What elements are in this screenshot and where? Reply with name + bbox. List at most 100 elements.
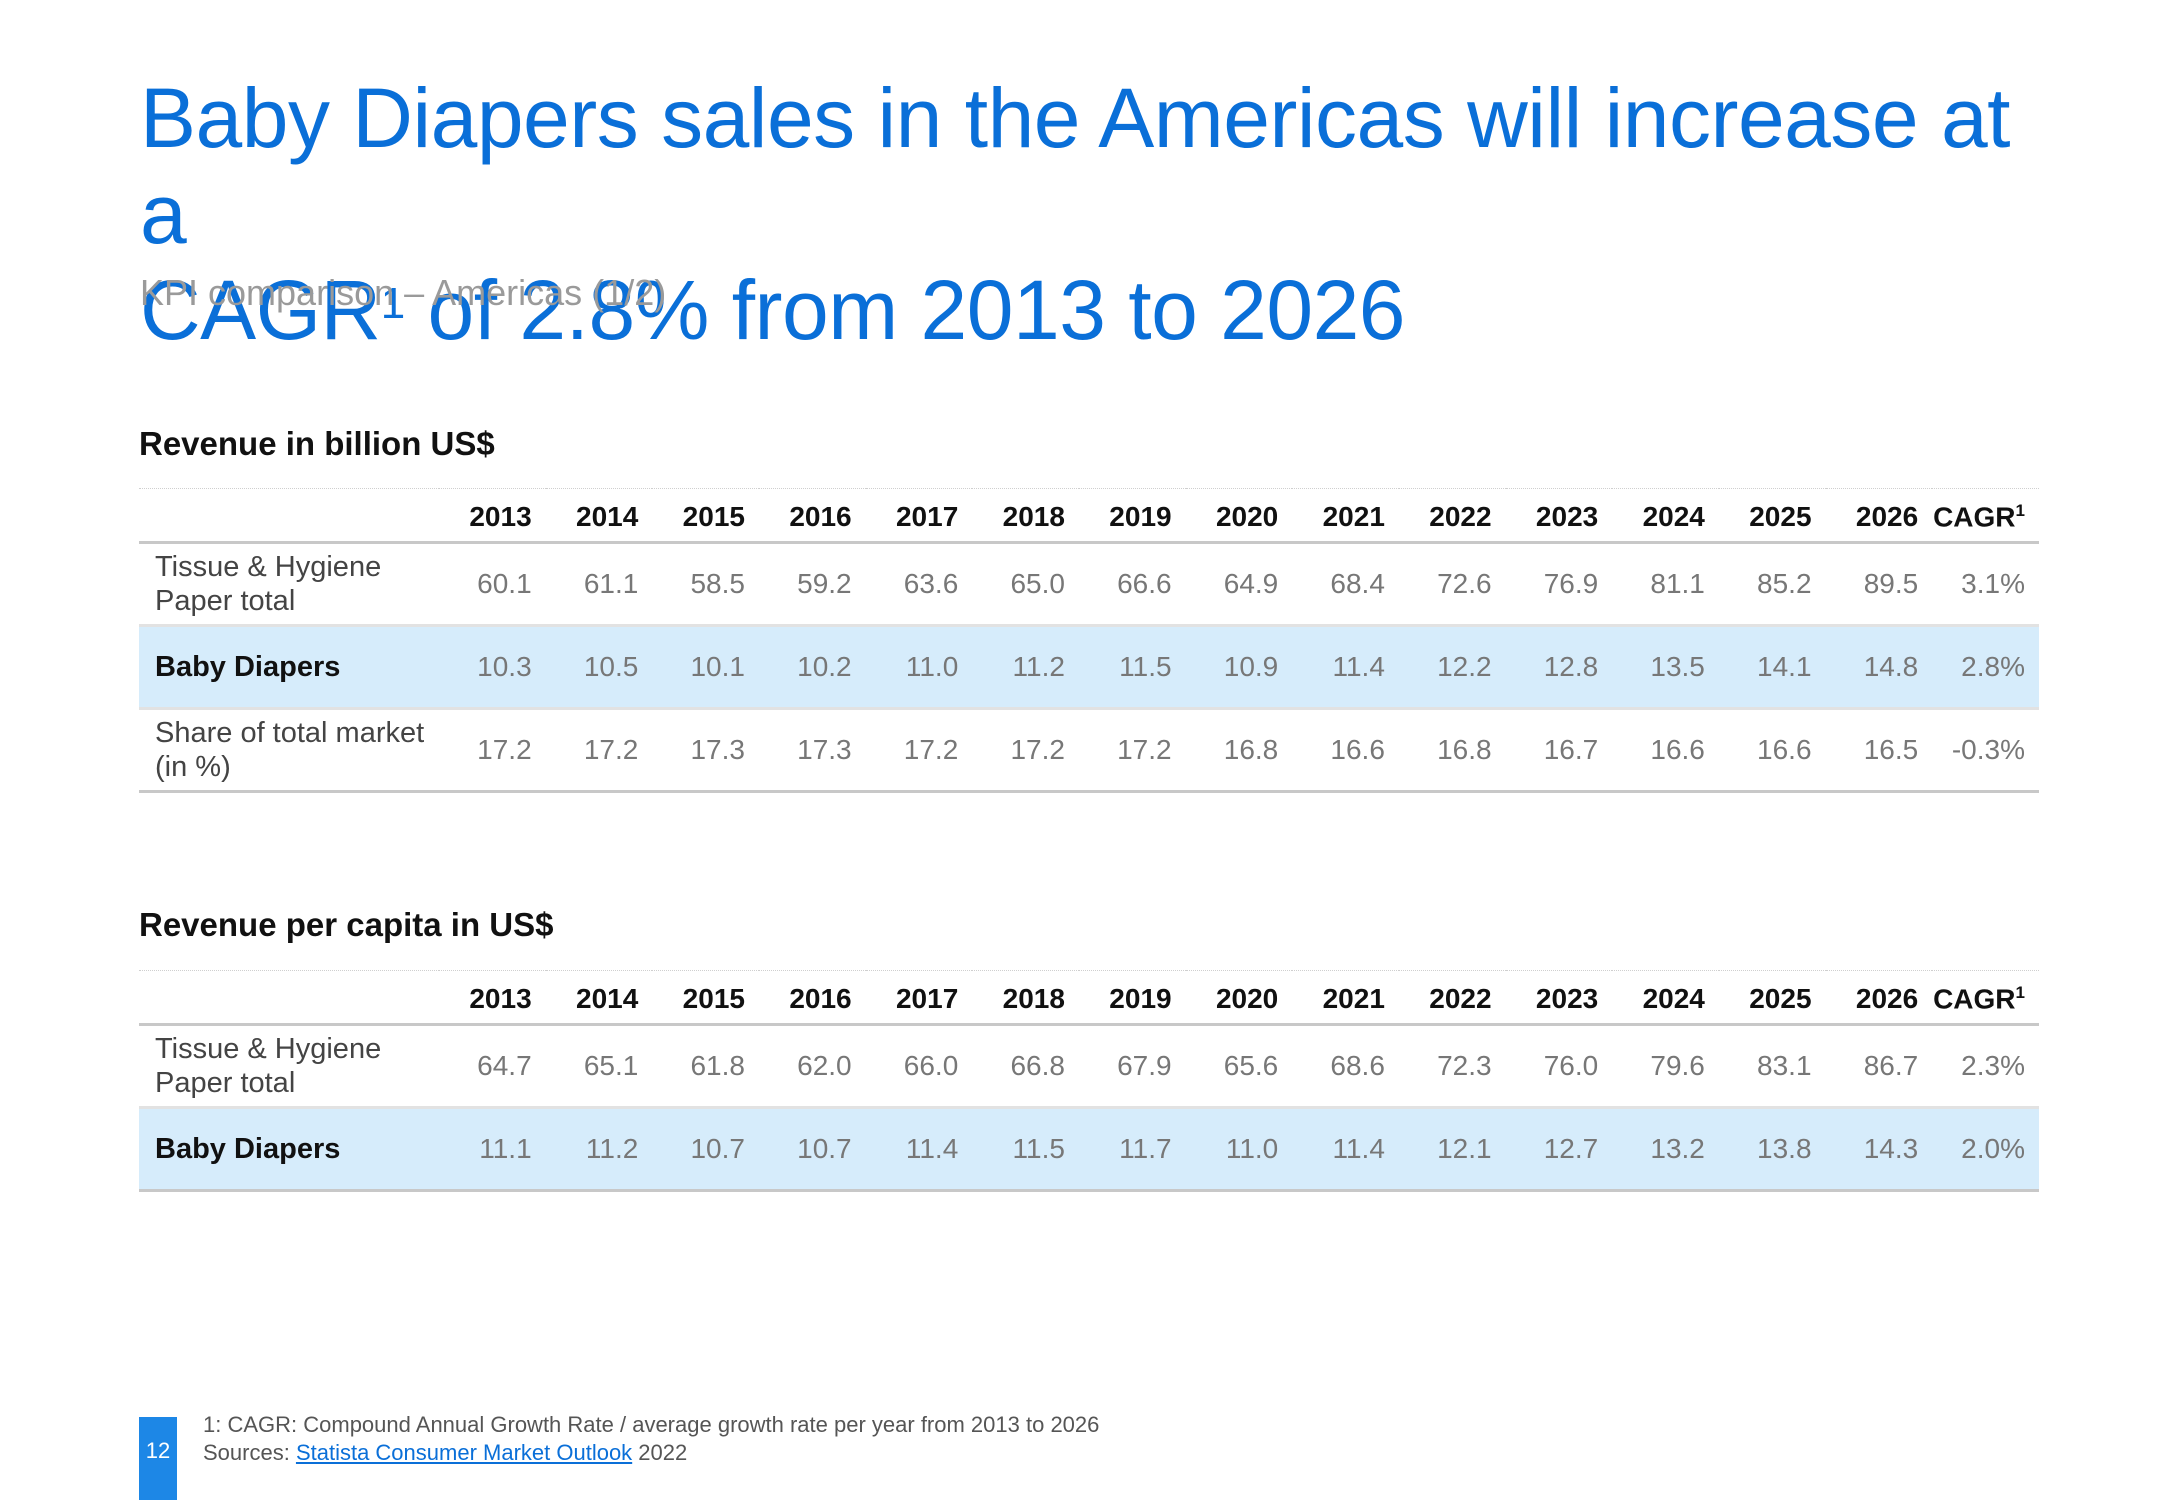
- value-cell: 79.6: [1612, 1024, 1719, 1109]
- cagr-cell: 3.1%: [1932, 542, 2039, 627]
- value-cell: 11.1: [439, 1107, 546, 1192]
- footnote: 1: CAGR: Compound Annual Growth Rate / a…: [203, 1411, 1099, 1467]
- per-capita-year-header: 2016: [758, 970, 866, 1026]
- cagr-cell: 2.0%: [1932, 1107, 2039, 1192]
- value-cell: 10.5: [545, 625, 653, 710]
- per-capita-table-header: 2013 2014 2015 2016 2017 2018 2019 2020 2021 2022…: [139, 970, 2039, 1026]
- value-cell: 65.0: [972, 542, 1079, 627]
- value-cell: 12.8: [1505, 625, 1613, 710]
- value-cell: 68.4: [1292, 542, 1399, 627]
- per-capita-year-header: 2015: [652, 970, 759, 1026]
- per-capita-year-header: 2023: [1505, 970, 1613, 1026]
- revenue-row: Baby Diapers 10.3 10.5 10.1 10.2 11.0 11.2 11.5…: [139, 625, 2039, 710]
- per-capita-year-header: 2020: [1185, 970, 1293, 1026]
- title-line-1: Baby Diapers sales in the Americas will …: [140, 71, 2011, 261]
- title-line-2: CAGR1 of 2.8% from 2013 to 2026: [140, 262, 2040, 358]
- sources-link[interactable]: Statista Consumer Market Outlook: [295, 1440, 633, 1465]
- value-cell: 16.6: [1718, 708, 1826, 793]
- title-footnote-marker: 1: [380, 279, 405, 328]
- value-cell: 68.6: [1292, 1024, 1399, 1109]
- value-cell: 17.3: [652, 708, 759, 793]
- per-capita-table: 2013 2014 2015 2016 2017 2018 2019 2020 2021 2022…: [139, 970, 2039, 1192]
- revenue-year-header: 2025: [1718, 488, 1826, 544]
- row-label: Baby Diapers: [139, 625, 439, 710]
- value-cell: 59.2: [758, 542, 866, 627]
- value-cell: 62.0: [758, 1024, 866, 1109]
- sources-year: 2022: [632, 1440, 688, 1465]
- value-cell: 10.3: [439, 625, 546, 710]
- sources-label: Sources:: [203, 1440, 296, 1465]
- value-cell: 11.7: [1078, 1107, 1186, 1192]
- revenue-table-header: 2013 2014 2015 2016 2017 2018 2019 2020 2021 2022…: [139, 488, 2039, 544]
- value-cell: 12.2: [1398, 625, 1506, 710]
- value-cell: 67.9: [1078, 1024, 1186, 1109]
- cagr-header-label: CAGR: [1933, 983, 2016, 1014]
- value-cell: 10.7: [758, 1107, 866, 1192]
- revenue-year-header: 2013: [439, 488, 546, 544]
- value-cell: 17.3: [758, 708, 866, 793]
- value-cell: 76.0: [1505, 1024, 1613, 1109]
- value-cell: 10.1: [652, 625, 759, 710]
- per-capita-cagr-header: CAGR1: [1932, 970, 2039, 1026]
- value-cell: 17.2: [439, 708, 546, 793]
- per-capita-year-header: 2018: [972, 970, 1079, 1026]
- cagr-header-marker: 1: [2015, 500, 2025, 520]
- value-cell: 61.8: [652, 1024, 759, 1109]
- value-cell: 72.6: [1398, 542, 1506, 627]
- value-cell: 76.9: [1505, 542, 1613, 627]
- cagr-cell: 2.3%: [1932, 1024, 2039, 1109]
- revenue-year-header: 2014: [545, 488, 653, 544]
- value-cell: 16.6: [1612, 708, 1719, 793]
- value-cell: 83.1: [1718, 1024, 1826, 1109]
- value-cell: 14.3: [1825, 1107, 1933, 1192]
- value-cell: 16.8: [1398, 708, 1506, 793]
- value-cell: 16.8: [1185, 708, 1293, 793]
- page-number: 12: [139, 1417, 177, 1500]
- value-cell: 16.7: [1505, 708, 1613, 793]
- value-cell: 11.4: [1292, 625, 1399, 710]
- value-cell: 14.1: [1718, 625, 1826, 710]
- value-cell: 89.5: [1825, 542, 1933, 627]
- value-cell: 58.5: [652, 542, 759, 627]
- cagr-cell: -0.3%: [1932, 708, 2039, 793]
- value-cell: 17.2: [1078, 708, 1186, 793]
- value-cell: 64.7: [439, 1024, 546, 1109]
- per-capita-year-header: 2019: [1078, 970, 1186, 1026]
- per-capita-row: Baby Diapers 11.1 11.2 10.7 10.7 11.4 11.5 11.7…: [139, 1107, 2039, 1192]
- per-capita-year-header: 2021: [1292, 970, 1399, 1026]
- cagr-header-label: CAGR: [1933, 501, 2016, 532]
- per-capita-year-header: 2024: [1612, 970, 1719, 1026]
- value-cell: 81.1: [1612, 542, 1719, 627]
- value-cell: 86.7: [1825, 1024, 1933, 1109]
- revenue-year-header: 2019: [1078, 488, 1186, 544]
- revenue-year-header: 2016: [758, 488, 866, 544]
- value-cell: 65.1: [545, 1024, 653, 1109]
- value-cell: 63.6: [865, 542, 973, 627]
- value-cell: 11.2: [545, 1107, 653, 1192]
- value-cell: 60.1: [439, 542, 546, 627]
- value-cell: 10.9: [1185, 625, 1293, 710]
- row-label: Share of total market (in %): [139, 708, 439, 793]
- value-cell: 61.1: [545, 542, 653, 627]
- value-cell: 17.2: [972, 708, 1079, 793]
- row-label: Tissue & Hygiene Paper total: [139, 1024, 439, 1109]
- value-cell: 66.8: [972, 1024, 1079, 1109]
- revenue-year-header: 2023: [1505, 488, 1613, 544]
- revenue-year-header: 2026: [1825, 488, 1933, 544]
- per-capita-year-header: 2017: [865, 970, 973, 1026]
- value-cell: 11.0: [1185, 1107, 1293, 1192]
- revenue-year-header: 2020: [1185, 488, 1293, 544]
- value-cell: 13.2: [1612, 1107, 1719, 1192]
- revenue-cagr-header: CAGR1: [1932, 488, 2039, 544]
- value-cell: 13.5: [1612, 625, 1719, 710]
- revenue-year-header: 2015: [652, 488, 759, 544]
- value-cell: 66.6: [1078, 542, 1186, 627]
- revenue-year-header: 2018: [972, 488, 1079, 544]
- value-cell: 11.4: [1292, 1107, 1399, 1192]
- value-cell: 14.8: [1825, 625, 1933, 710]
- value-cell: 11.5: [972, 1107, 1079, 1192]
- revenue-section-title: Revenue in billion US$: [139, 425, 495, 462]
- value-cell: 12.1: [1398, 1107, 1506, 1192]
- per-capita-year-header: 2022: [1398, 970, 1506, 1026]
- value-cell: 11.4: [865, 1107, 973, 1192]
